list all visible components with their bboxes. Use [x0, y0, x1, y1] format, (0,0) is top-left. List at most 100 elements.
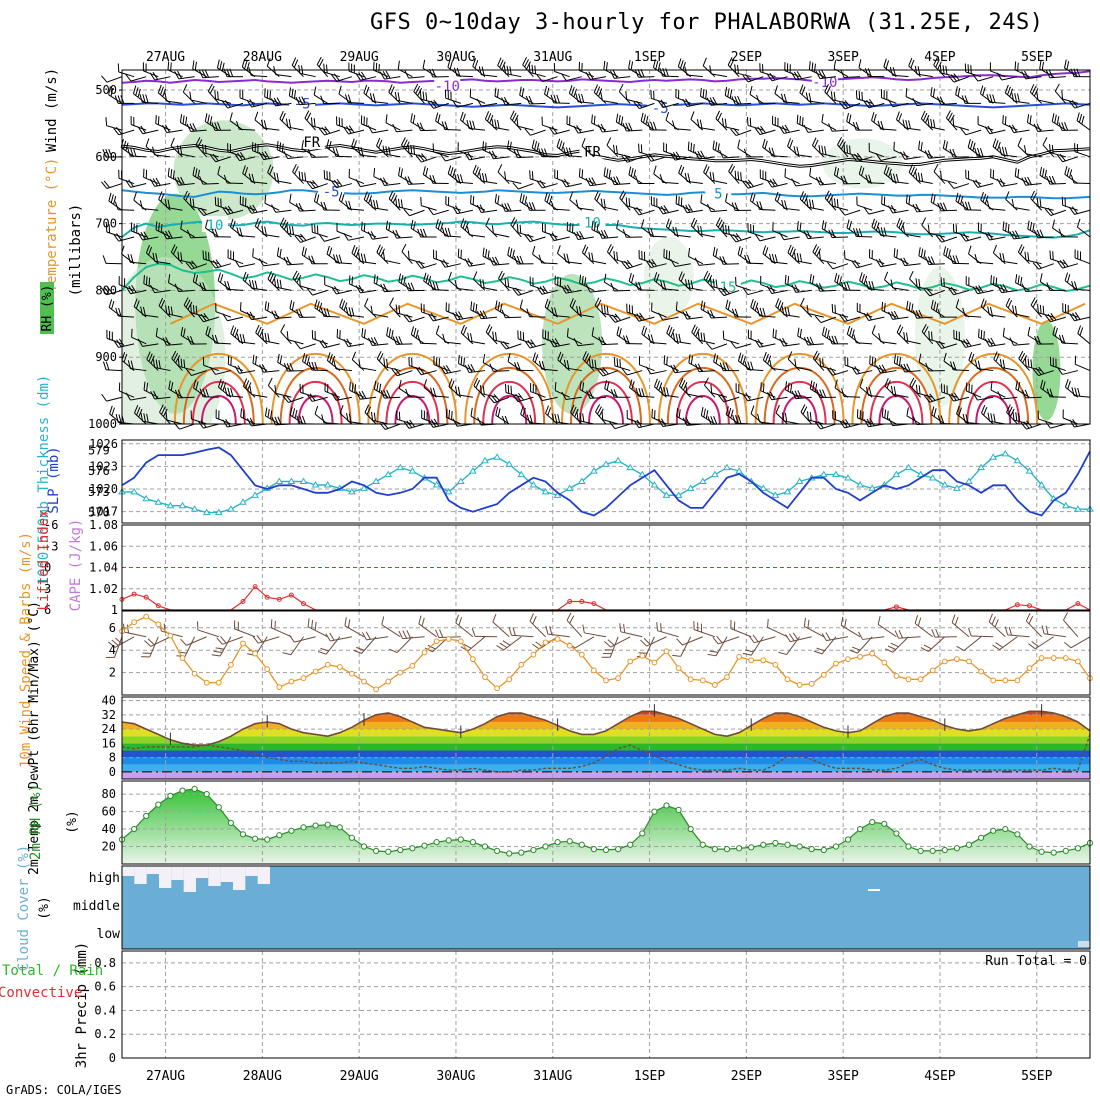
upper-wind-barb-flag: [355, 248, 360, 258]
upper-wind-barb-flag: [937, 415, 942, 424]
upper-wind-barb-flag: [149, 178, 156, 187]
upper-wind-barb-flag: [972, 392, 978, 401]
upper-wind-barb-flag: [298, 171, 301, 180]
upper-wind-barb-flag: [429, 387, 434, 397]
upper-wind-barb-flag: [877, 120, 881, 130]
upper-wind-barb-flag: [710, 416, 715, 425]
upper-wind-barb-flag: [1076, 218, 1081, 228]
upper-wind-barb-flag: [744, 254, 748, 264]
upper-wind-barb-flag: [868, 174, 872, 184]
thickness-tick: 573: [88, 485, 110, 499]
rh-marker: [917, 847, 924, 854]
upper-wind-barb-flag: [618, 328, 622, 337]
upper-wind-barb-flag: [441, 227, 446, 237]
upper-wind-barb-flag: [915, 310, 921, 319]
rh-marker: [639, 830, 646, 837]
upper-wind-barb-flag: [878, 333, 882, 342]
upper-wind-barb-flag: [1042, 137, 1048, 146]
upper-wind-barb-flag: [276, 279, 280, 288]
surface-wind-barb-flag: [742, 652, 752, 656]
upper-wind-barb-flag: [963, 339, 969, 348]
upper-wind-barb-flag: [318, 128, 325, 136]
upper-wind-barb-flag: [1044, 420, 1051, 429]
rh-frame: [121, 780, 1091, 865]
upper-wind-barb-flag: [409, 419, 416, 428]
upper-wind-barb-flag: [373, 199, 376, 209]
upper-wind-barb-flag: [694, 257, 700, 266]
surface-wind-barb-flag: [144, 640, 151, 647]
upper-wind-barb-flag: [926, 394, 933, 402]
surface-wind-barb: [114, 636, 135, 648]
upper-wind-barb-flag: [624, 154, 631, 162]
temp-band: [122, 750, 1090, 758]
upper-wind-barb-flag: [472, 164, 477, 174]
temp-tick: 8: [109, 751, 116, 765]
upper-wind-barb-flag: [816, 248, 822, 257]
upper-wind-barb-flag: [267, 333, 270, 342]
surface-wind-barb: [219, 636, 232, 657]
upper-wind-barb-flag: [264, 301, 267, 310]
upper-wind-barb-flag: [809, 273, 812, 283]
upper-wind-barb-flag: [826, 86, 831, 95]
upper-wind-barb: [698, 263, 715, 266]
upper-wind-barb-flag: [470, 407, 473, 417]
upper-wind-barb-flag: [155, 359, 159, 369]
upper-wind-barb-flag: [279, 217, 285, 226]
upper-wind-barb-flag: [650, 121, 654, 131]
upper-wind-barb-flag: [351, 245, 356, 254]
upper-wind-barb-flag: [304, 172, 307, 182]
wind-tick: 2: [109, 666, 116, 680]
upper-wind-barb: [275, 73, 292, 78]
upper-wind-barb: [287, 156, 304, 159]
upper-wind-barb-flag: [192, 166, 196, 176]
upper-wind-barb: [795, 183, 812, 187]
upper-wind-barb-flag: [989, 94, 993, 103]
upper-wind-barb-flag: [730, 341, 737, 349]
upper-wind-barb-flag: [569, 223, 571, 232]
upper-wind-barb-flag: [1032, 223, 1035, 232]
upper-wind-barb: [251, 394, 268, 398]
upper-wind-barb-flag: [546, 194, 551, 203]
upper-wind-barb-flag: [1032, 262, 1040, 270]
upper-wind-barb-flag: [906, 407, 909, 416]
upper-wind-barb-flag: [869, 355, 871, 365]
upper-wind-barb-flag: [328, 140, 332, 150]
upper-wind-barb-flag: [935, 59, 940, 68]
wind-speed-marker: [687, 676, 694, 683]
upper-wind-barb-flag: [1047, 207, 1054, 215]
upper-wind-barb-flag: [558, 140, 563, 149]
upper-wind-barb-flag: [385, 146, 388, 155]
upper-wind-barb-flag: [695, 328, 700, 337]
upper-wind-barb-flag: [905, 194, 908, 204]
upper-wind-barb-flag: [675, 195, 678, 204]
upper-wind-barb-flag: [460, 356, 463, 365]
upper-wind-barb-flag: [246, 311, 252, 320]
upper-wind-barb-flag: [469, 120, 473, 129]
upper-wind-barb-flag: [499, 303, 503, 312]
upper-wind-barb-flag: [314, 405, 319, 415]
upper-wind-barb-flag: [980, 329, 983, 339]
upper-wind-barb-flag: [606, 381, 610, 391]
upper-wind-barb-flag: [137, 232, 144, 241]
rh-marker: [155, 801, 162, 808]
upper-wind-barb-flag: [1069, 313, 1075, 322]
upper-wind-barb-flag: [504, 203, 509, 212]
wind-speed-marker: [869, 650, 876, 657]
upper-wind-barb-flag: [671, 120, 676, 129]
upper-wind-barb-flag: [1058, 228, 1063, 237]
surface-wind-barb-flag: [406, 630, 411, 639]
upper-wind-barb-flag: [700, 225, 703, 235]
rh-marker: [203, 791, 210, 798]
rh-marker: [929, 847, 936, 854]
upper-wind-barb-flag: [364, 404, 370, 413]
upper-wind-barb-flag: [392, 336, 397, 345]
upper-wind-barb-flag: [781, 306, 785, 315]
upper-wind-barb-flag: [452, 206, 458, 214]
lifted-tick: -3: [44, 539, 58, 553]
upper-wind-barb: [929, 232, 945, 238]
upper-wind-barb-flag: [286, 256, 291, 265]
upper-wind-barb-flag: [199, 388, 204, 397]
upper-wind-barb-flag: [264, 407, 268, 417]
upper-wind-barb-flag: [682, 311, 688, 320]
upper-wind-barb-flag: [756, 201, 760, 210]
